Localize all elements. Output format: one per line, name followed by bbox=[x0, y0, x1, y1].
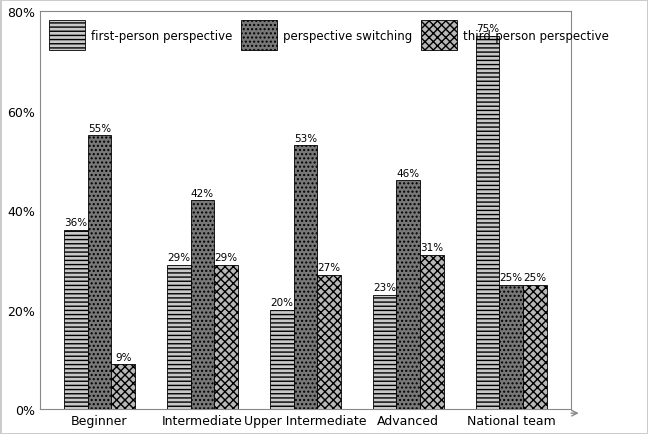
Bar bbox=[111, 365, 135, 409]
Text: 36%: 36% bbox=[64, 218, 87, 228]
Text: 31%: 31% bbox=[421, 243, 443, 253]
Text: 23%: 23% bbox=[373, 283, 396, 293]
Text: 55%: 55% bbox=[88, 124, 111, 134]
Bar bbox=[420, 255, 444, 409]
Bar bbox=[191, 201, 214, 409]
Bar bbox=[476, 37, 500, 409]
Bar bbox=[87, 136, 111, 409]
Bar bbox=[167, 265, 191, 409]
Bar bbox=[318, 275, 341, 409]
Bar bbox=[397, 181, 420, 409]
Bar bbox=[500, 285, 523, 409]
Bar bbox=[270, 310, 294, 409]
Text: 25%: 25% bbox=[524, 273, 546, 283]
Bar bbox=[523, 285, 547, 409]
Bar bbox=[214, 265, 238, 409]
Text: 9%: 9% bbox=[115, 352, 132, 362]
Text: 46%: 46% bbox=[397, 168, 420, 178]
Legend: first-person perspective, perspective switching, third-person perspective: first-person perspective, perspective sw… bbox=[46, 18, 612, 55]
Bar bbox=[294, 146, 318, 409]
Text: 20%: 20% bbox=[270, 297, 293, 307]
Text: 27%: 27% bbox=[318, 263, 341, 273]
Text: 29%: 29% bbox=[167, 253, 191, 263]
Text: 42%: 42% bbox=[191, 188, 214, 198]
Text: 25%: 25% bbox=[500, 273, 523, 283]
Text: 75%: 75% bbox=[476, 24, 499, 34]
Bar bbox=[373, 295, 397, 409]
Bar bbox=[64, 230, 87, 409]
Text: 29%: 29% bbox=[214, 253, 238, 263]
Text: 53%: 53% bbox=[294, 134, 317, 144]
